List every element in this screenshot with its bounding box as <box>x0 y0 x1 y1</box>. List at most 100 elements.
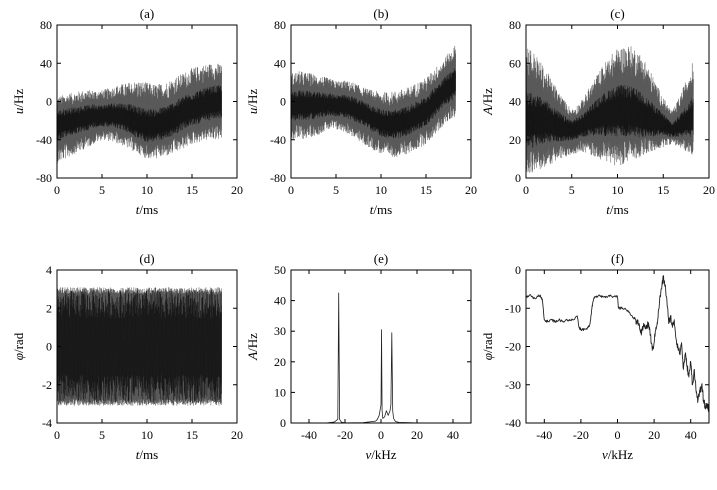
y-tick-label-d: -4 <box>42 416 52 430</box>
x-tick-label-c: 5 <box>569 183 575 197</box>
y-tick-label-e: 40 <box>274 294 286 308</box>
x-tick-label-b: 0 <box>288 183 294 197</box>
series-line-d <box>57 287 222 406</box>
plot-area-c <box>526 46 694 174</box>
y-tick-label-c: 80 <box>509 18 521 32</box>
x-tick-label-e: 40 <box>447 428 459 442</box>
plot-area-f <box>526 275 709 412</box>
plot-area-d <box>57 287 222 406</box>
y-tick-label-e: 50 <box>274 263 286 277</box>
plot-area-e <box>291 292 471 423</box>
x-tick-label-c: 15 <box>657 183 669 197</box>
x-tick-label-b: 5 <box>333 183 339 197</box>
x-tick-label-f: 40 <box>685 428 697 442</box>
y-tick-label-e: 20 <box>274 355 286 369</box>
y-tick-label-f: 0 <box>515 263 521 277</box>
y-tick-label-d: -2 <box>42 378 52 392</box>
panel-title-b: (b) <box>373 6 388 21</box>
series-core-b <box>291 68 456 139</box>
y-tick-label-b: -80 <box>270 171 286 185</box>
series-core-d <box>57 290 222 403</box>
x-tick-label-e: 20 <box>411 428 423 442</box>
y-tick-label-b: -40 <box>270 133 286 147</box>
x-tick-label-d: 15 <box>186 428 198 442</box>
x-axis-label-a: t/ms <box>136 202 158 217</box>
y-tick-label-a: 80 <box>40 18 52 32</box>
x-axis-label-b: t/ms <box>370 202 392 217</box>
y-tick-label-f: -40 <box>505 416 521 430</box>
x-tick-label-f: 20 <box>648 428 660 442</box>
panel-title-c: (c) <box>610 6 624 21</box>
panel-title-e: (e) <box>374 251 388 266</box>
y-tick-label-a: 0 <box>46 95 52 109</box>
y-axis-label-d: φ/rad <box>11 332 26 360</box>
plot-area-a <box>57 63 222 164</box>
panel-title-f: (f) <box>611 251 624 266</box>
x-tick-label-f: 0 <box>615 428 621 442</box>
x-tick-label-e: -40 <box>301 428 317 442</box>
plot-area-b <box>291 45 456 157</box>
x-tick-label-a: 0 <box>54 183 60 197</box>
x-tick-label-d: 5 <box>99 428 105 442</box>
y-tick-label-d: 2 <box>46 301 52 315</box>
x-axis-label-c: t/ms <box>606 202 628 217</box>
y-tick-label-f: -10 <box>505 301 521 315</box>
x-axis-label-d: t/ms <box>136 447 158 462</box>
x-tick-label-b: 20 <box>465 183 477 197</box>
chart-panel-b: 0 5 10 15 20 -80 -40 0 40 80 (b) t/ms u/Hz <box>245 6 477 217</box>
y-tick-label-b: 40 <box>274 56 286 70</box>
x-tick-label-e: -20 <box>337 428 353 442</box>
y-axis-label-b: u/Hz <box>245 89 260 115</box>
panel-title-d: (d) <box>139 251 154 266</box>
y-tick-label-c: 60 <box>509 56 521 70</box>
y-tick-label-d: 4 <box>46 263 52 277</box>
y-tick-label-e: 10 <box>274 385 286 399</box>
y-tick-label-d: 0 <box>46 340 52 354</box>
x-tick-label-a: 15 <box>186 183 198 197</box>
chart-panel-c: 0 5 10 15 20 0 20 40 60 80 (c) t/ms A/Hz <box>480 6 715 217</box>
y-tick-label-e: 30 <box>274 324 286 338</box>
y-tick-label-e: 0 <box>280 416 286 430</box>
series-core-c <box>526 85 694 148</box>
chart-panel-a: 0 5 10 15 20 -80 -40 0 40 80 (a) t/ms u/Hz <box>11 6 243 217</box>
x-tick-label-d: 10 <box>141 428 153 442</box>
series-line-e <box>291 292 471 423</box>
chart-panel-e: -40 -20 0 20 40 0 10 20 30 40 50 (e) v/kHz A/Hz <box>245 251 472 462</box>
y-tick-label-c: 20 <box>509 133 521 147</box>
x-tick-label-e: 0 <box>378 428 384 442</box>
y-axis-label-f: φ/rad <box>480 332 495 360</box>
x-axis-label-f: v/kHz <box>602 447 633 462</box>
x-tick-label-b: 15 <box>420 183 432 197</box>
y-tick-label-b: 80 <box>274 18 286 32</box>
y-tick-label-f: -20 <box>505 340 521 354</box>
x-tick-label-a: 5 <box>99 183 105 197</box>
chart-panel-d: 0 5 10 15 20 -4 -2 0 2 4 (d) t/ms φ/rad <box>11 251 243 462</box>
y-axis-label-c: A/Hz <box>480 88 495 116</box>
x-axis-label-e: v/kHz <box>365 447 396 462</box>
y-tick-label-c: 0 <box>515 171 521 185</box>
y-tick-label-c: 40 <box>509 95 521 109</box>
y-tick-label-b: 0 <box>280 95 286 109</box>
y-axis-label-e: A/Hz <box>245 333 260 361</box>
series-core-a <box>57 85 222 142</box>
x-tick-label-d: 20 <box>231 428 243 442</box>
y-tick-label-a: 40 <box>40 56 52 70</box>
x-tick-label-a: 20 <box>231 183 243 197</box>
x-tick-label-f: -40 <box>536 428 552 442</box>
x-tick-label-c: 10 <box>612 183 624 197</box>
x-tick-label-c: 0 <box>523 183 529 197</box>
chart-panel-f: -40 -20 0 20 40 -40 -30 -20 -10 0 (f) v/kHz φ/rad <box>480 251 710 462</box>
x-tick-label-a: 10 <box>141 183 153 197</box>
x-tick-label-c: 20 <box>703 183 715 197</box>
x-tick-label-b: 10 <box>375 183 387 197</box>
y-axis-label-a: u/Hz <box>11 89 26 115</box>
x-tick-label-d: 0 <box>54 428 60 442</box>
x-tick-label-f: -20 <box>573 428 589 442</box>
series-line-f <box>526 275 709 412</box>
y-tick-label-a: -80 <box>36 171 52 185</box>
y-tick-label-a: -40 <box>36 133 52 147</box>
panel-title-a: (a) <box>140 6 154 21</box>
y-tick-label-f: -30 <box>505 378 521 392</box>
